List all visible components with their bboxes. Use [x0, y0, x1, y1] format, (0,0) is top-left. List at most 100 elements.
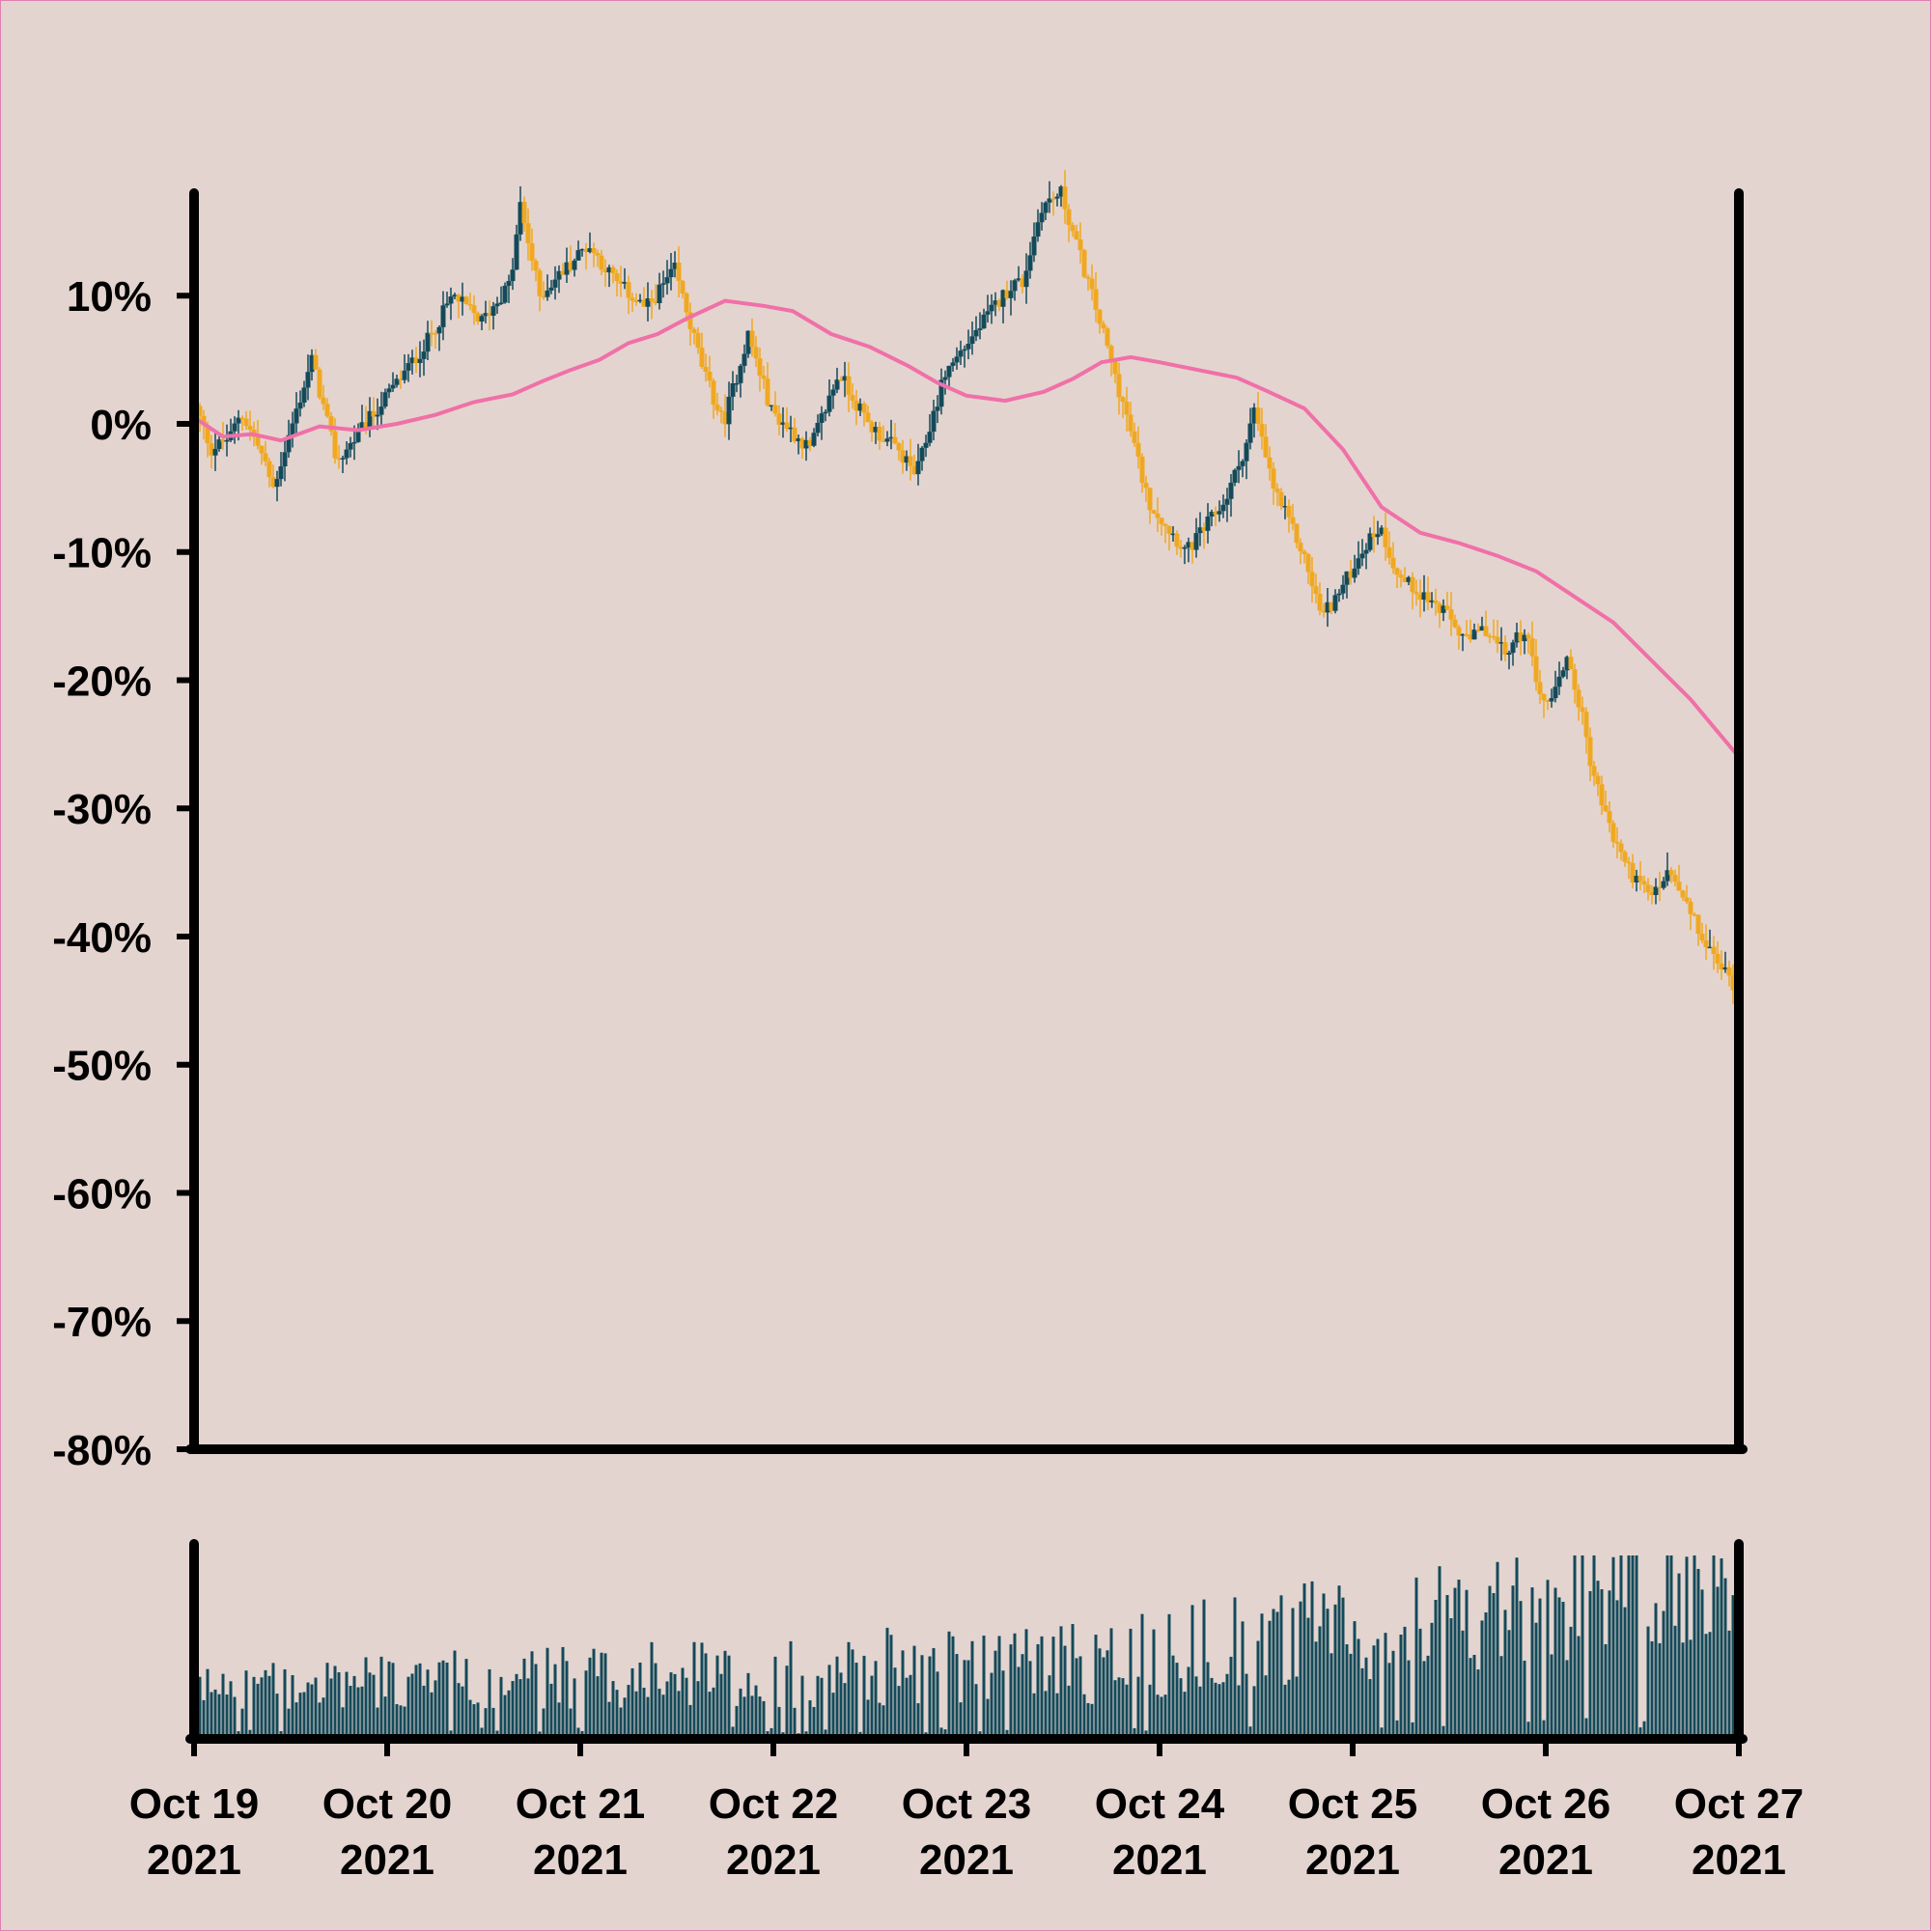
candle-body — [587, 248, 593, 253]
candle-body — [985, 311, 991, 315]
volume-bar — [766, 1731, 770, 1736]
volume-bar — [588, 1657, 592, 1736]
x-tick-label-year: 2021 — [1112, 1836, 1207, 1884]
volume-bar — [827, 1665, 831, 1736]
volume-bar — [1202, 1599, 1206, 1736]
candle-body — [324, 404, 330, 417]
candle-body — [1178, 546, 1184, 549]
candle-body — [1545, 700, 1551, 702]
volume-bar — [824, 1729, 827, 1736]
volume-bar — [1299, 1601, 1302, 1736]
candle-body — [1244, 442, 1249, 462]
volume-bar — [1457, 1580, 1461, 1736]
volume-bar — [360, 1686, 364, 1736]
candle-body — [614, 273, 620, 282]
volume-bar — [1677, 1573, 1681, 1736]
candle-body — [803, 439, 809, 449]
volume-bar — [1403, 1626, 1407, 1736]
volume-bar — [1237, 1685, 1241, 1736]
candle-body — [595, 253, 601, 256]
volume-bar — [758, 1696, 762, 1736]
volume-bar — [1086, 1702, 1090, 1736]
volume-bar — [233, 1696, 237, 1736]
candle-body — [1421, 592, 1427, 601]
volume-bar — [260, 1677, 264, 1736]
candle-body — [1495, 636, 1500, 644]
volume-bar — [546, 1647, 549, 1736]
candle-body — [336, 458, 342, 461]
volume-bar — [495, 1730, 499, 1736]
candle-body — [657, 284, 662, 303]
volume-bar — [1469, 1658, 1472, 1736]
candle-body — [1468, 634, 1473, 640]
candle-body — [1595, 775, 1601, 785]
candle-body — [1456, 627, 1462, 636]
volume-bar — [1148, 1684, 1152, 1736]
candle-body — [854, 400, 859, 411]
volume-bar — [526, 1678, 530, 1736]
volume-bar — [1349, 1653, 1353, 1736]
volume-bar — [391, 1663, 395, 1736]
candle-body — [1541, 693, 1547, 701]
volume-bar — [1565, 1660, 1569, 1736]
candle-body — [417, 358, 423, 364]
volume-bar — [1302, 1582, 1306, 1736]
candle-body — [830, 389, 836, 396]
volume-bar — [1665, 1555, 1669, 1736]
volume-bar — [1221, 1682, 1225, 1736]
volume-bar — [1615, 1600, 1619, 1736]
candle-body — [676, 262, 682, 282]
candle-body — [996, 300, 1002, 307]
candle-body — [687, 312, 693, 329]
candle-body — [378, 406, 384, 415]
volume-bar — [314, 1677, 318, 1736]
volume-bar — [1326, 1609, 1329, 1736]
candle-body — [1603, 805, 1609, 812]
volume-bar — [688, 1704, 692, 1736]
volume-bar — [870, 1675, 874, 1736]
volume-bar — [966, 1660, 970, 1736]
candle-body — [1684, 897, 1690, 902]
volume-bar — [835, 1656, 839, 1736]
candle-body — [892, 436, 898, 444]
candle-body — [1050, 198, 1056, 201]
volume-bar — [399, 1705, 403, 1736]
candle-body — [510, 269, 516, 282]
volume-bar — [437, 1662, 441, 1736]
candle-body — [865, 412, 871, 423]
volume-bar — [1368, 1679, 1372, 1736]
candle-body — [780, 422, 786, 425]
candle-body — [274, 479, 280, 488]
candle-body — [811, 433, 817, 446]
volume-bar — [619, 1707, 623, 1736]
volume-bar — [237, 1731, 240, 1736]
volume-bar — [457, 1683, 461, 1736]
candle-body — [1081, 250, 1087, 277]
volume-bar — [1156, 1694, 1160, 1736]
volume-bar — [777, 1706, 781, 1736]
volume-bar — [1001, 1670, 1005, 1736]
candle-body — [1583, 712, 1589, 738]
candle-body — [1441, 605, 1446, 613]
candle-body — [1549, 698, 1554, 702]
candle-body — [942, 377, 948, 380]
candle-body — [548, 287, 554, 291]
candle-body — [506, 281, 512, 287]
volume-bar — [1608, 1590, 1611, 1736]
candle-body — [560, 270, 566, 275]
candle-body — [583, 248, 589, 253]
candle-body — [1471, 630, 1477, 640]
volume-bar — [692, 1641, 696, 1736]
candle-body — [969, 336, 975, 344]
volume-bar — [1260, 1613, 1264, 1736]
candle-body — [1120, 397, 1126, 402]
candle-body — [1321, 610, 1327, 613]
volume-bar — [1569, 1626, 1573, 1736]
candle-body — [826, 395, 832, 412]
volume-bar — [1017, 1666, 1021, 1736]
candle-body — [1097, 309, 1103, 324]
candle-body — [1020, 278, 1025, 288]
volume-bar — [623, 1697, 627, 1736]
volume-bar — [464, 1659, 468, 1736]
volume-bar — [785, 1666, 789, 1736]
